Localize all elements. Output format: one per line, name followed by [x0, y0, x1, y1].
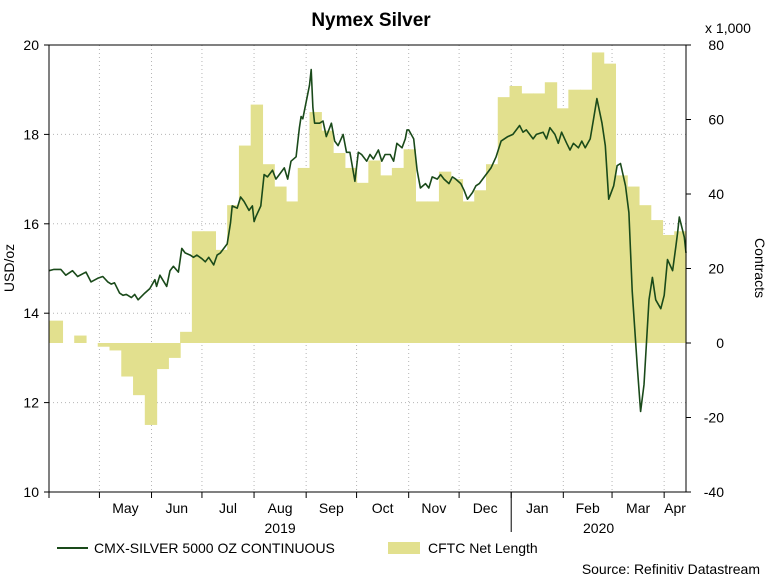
cftc-bar [274, 186, 287, 343]
right-tick-label: 60 [708, 112, 724, 128]
cftc-bar [662, 234, 675, 343]
cftc-bar [462, 201, 475, 343]
cftc-bar [250, 104, 264, 343]
right-tick-label: 20 [708, 261, 724, 277]
cftc-bar [638, 205, 652, 343]
cftc-bar [497, 97, 511, 344]
cftc-bar [438, 171, 452, 343]
cftc-bar [262, 164, 275, 343]
source-note: Source: Refinitiv Datastream [582, 561, 760, 577]
left-tick-label: 16 [23, 216, 39, 232]
left-axis: 10 12 14 16 18 20 [23, 37, 49, 500]
right-tick-label: -20 [704, 410, 724, 426]
cftc-bar [615, 175, 628, 343]
cftc-bar [344, 167, 358, 343]
right-tick-label: -40 [704, 484, 724, 500]
cftc-bar [121, 343, 134, 377]
x-month-label: Jul [219, 500, 237, 516]
cftc-bar [180, 331, 193, 343]
cftc-bar [203, 231, 216, 343]
cftc-bar [380, 175, 393, 343]
left-tick-label: 14 [23, 305, 39, 321]
legend-area-swatch [388, 542, 420, 554]
cftc-bar [356, 182, 369, 343]
cftc-bar [485, 164, 499, 343]
cftc-bar [403, 149, 417, 343]
right-axis: -40 -20 0 20 40 60 80 [686, 37, 724, 500]
legend-label-silver: CMX-SILVER 5000 OZ CONTINUOUS [94, 540, 335, 556]
cftc-bar [156, 343, 169, 370]
cftc-bar [580, 89, 593, 343]
cftc-bar [674, 231, 687, 343]
cftc-bar [603, 63, 617, 343]
right-tick-label: 0 [716, 335, 724, 351]
cftc-bar [285, 201, 299, 343]
cftc-bar [333, 153, 346, 343]
cftc-bar [321, 130, 334, 343]
cftc-bar [191, 231, 205, 343]
cftc-bar [450, 179, 464, 343]
left-tick-label: 12 [23, 395, 39, 411]
cftc-bar [591, 52, 605, 343]
cftc-bar [509, 85, 522, 343]
x-month-label: May [112, 500, 138, 516]
legend-label-cftc: CFTC Net Length [428, 540, 538, 556]
x-month-label: Nov [421, 500, 446, 516]
x-axis: May Jun Jul Aug Sep Oct Nov Dec Jan Feb Mar Apr 2019… [48, 492, 686, 536]
cftc-bar [168, 343, 181, 358]
cftc-bar [474, 190, 487, 343]
left-tick-label: 10 [23, 484, 39, 500]
x-year-label: 2020 [583, 520, 614, 536]
cftc-bar [109, 343, 122, 351]
cftc-bar [650, 220, 664, 343]
silver-price-line [48, 68, 687, 413]
cftc-bar [627, 186, 640, 343]
left-tick-label: 18 [23, 126, 39, 142]
grid [49, 45, 686, 492]
cftc-bar [227, 205, 240, 343]
silver-line-layer [48, 68, 687, 413]
cftc-bar [215, 249, 228, 343]
cftc-bar [521, 93, 534, 343]
x-month-label: Mar [626, 500, 650, 516]
cftc-bar [415, 201, 428, 343]
cftc-bar [49, 320, 64, 343]
cftc-area-layer [49, 52, 687, 425]
cftc-bar [309, 112, 322, 343]
cftc-bar [533, 93, 546, 343]
x-month-label: Jun [165, 500, 188, 516]
x-year-label: 2019 [265, 520, 296, 536]
x-month-label: Oct [372, 500, 394, 516]
x-month-label: Jan [526, 500, 549, 516]
cftc-bar [97, 343, 111, 347]
x-month-label: Aug [268, 500, 293, 516]
cftc-bar [368, 160, 381, 343]
cftc-bar [297, 167, 311, 343]
legend: CMX-SILVER 5000 OZ CONTINUOUS CFTC Net L… [57, 540, 538, 556]
cftc-bar [568, 89, 581, 343]
cftc-bar [391, 167, 405, 343]
cftc-bar [144, 343, 158, 425]
chart-title: Nymex Silver [311, 10, 431, 31]
cftc-bar [133, 343, 146, 396]
cftc-bar [556, 108, 569, 343]
left-tick-label: 20 [23, 37, 39, 53]
x-month-label: Apr [664, 500, 686, 516]
x-month-label: Dec [473, 500, 498, 516]
cftc-bar [74, 335, 87, 343]
cftc-bar [544, 82, 558, 343]
cftc-bar [427, 201, 440, 343]
x-month-label: Feb [576, 500, 600, 516]
right-axis-label: Contracts [752, 238, 768, 298]
right-tick-label: 40 [708, 186, 724, 202]
right-tick-label: 80 [708, 37, 724, 53]
cftc-bar [238, 145, 252, 343]
x-month-label: Sep [319, 500, 344, 516]
right-axis-multiplier: x 1,000 [705, 20, 751, 36]
left-axis-label: USD/oz [1, 244, 17, 292]
